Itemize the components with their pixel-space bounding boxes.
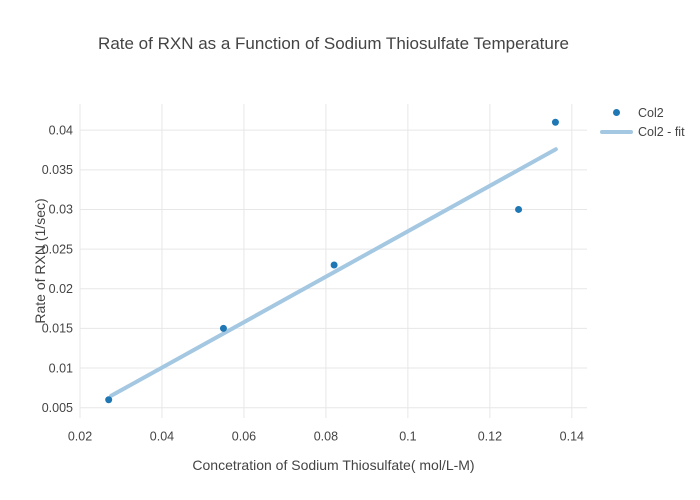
legend: Col2 Col2 - fit [600, 103, 685, 141]
x-tick-label: 0.1 [399, 430, 416, 444]
data-point[interactable] [515, 205, 523, 213]
data-point[interactable] [551, 118, 559, 126]
legend-label-col2-fit: Col2 - fit [638, 124, 685, 139]
x-tick-label: 0.02 [68, 430, 92, 444]
legend-marker-dot-icon [613, 109, 620, 116]
y-tick-label: 0.01 [49, 361, 73, 375]
x-tick-label: 0.04 [150, 430, 174, 444]
y-tick-label: 0.035 [42, 163, 73, 177]
legend-item-col2-fit[interactable]: Col2 - fit [600, 122, 685, 141]
x-tick-label: 0.12 [478, 430, 502, 444]
y-tick-label: 0.02 [49, 282, 73, 296]
chart-title: Rate of RXN as a Function of Sodium Thio… [98, 34, 569, 53]
legend-item-col2[interactable]: Col2 [600, 103, 685, 122]
legend-marker-line-icon [600, 129, 633, 134]
y-tick-label: 0.015 [42, 322, 73, 336]
data-point[interactable] [105, 396, 113, 404]
y-axis-title: Rate of RXN (1/sec) [32, 198, 48, 323]
x-axis-title: Concetration of Sodium Thiosulfate( mol/… [192, 457, 474, 473]
legend-swatch [600, 109, 633, 116]
data-point[interactable] [219, 324, 227, 332]
y-tick-label: 0.03 [49, 203, 73, 217]
x-tick-label: 0.06 [232, 430, 256, 444]
x-tick-label: 0.08 [314, 430, 338, 444]
x-tick-label: 0.14 [560, 430, 584, 444]
fit-line[interactable] [109, 147, 558, 398]
y-tick-label: 0.025 [42, 242, 73, 256]
legend-swatch [600, 129, 633, 134]
y-tick-label: 0.005 [42, 401, 73, 415]
y-tick-label: 0.04 [49, 123, 73, 137]
data-point[interactable] [330, 261, 338, 269]
legend-label-col2: Col2 [638, 105, 664, 120]
